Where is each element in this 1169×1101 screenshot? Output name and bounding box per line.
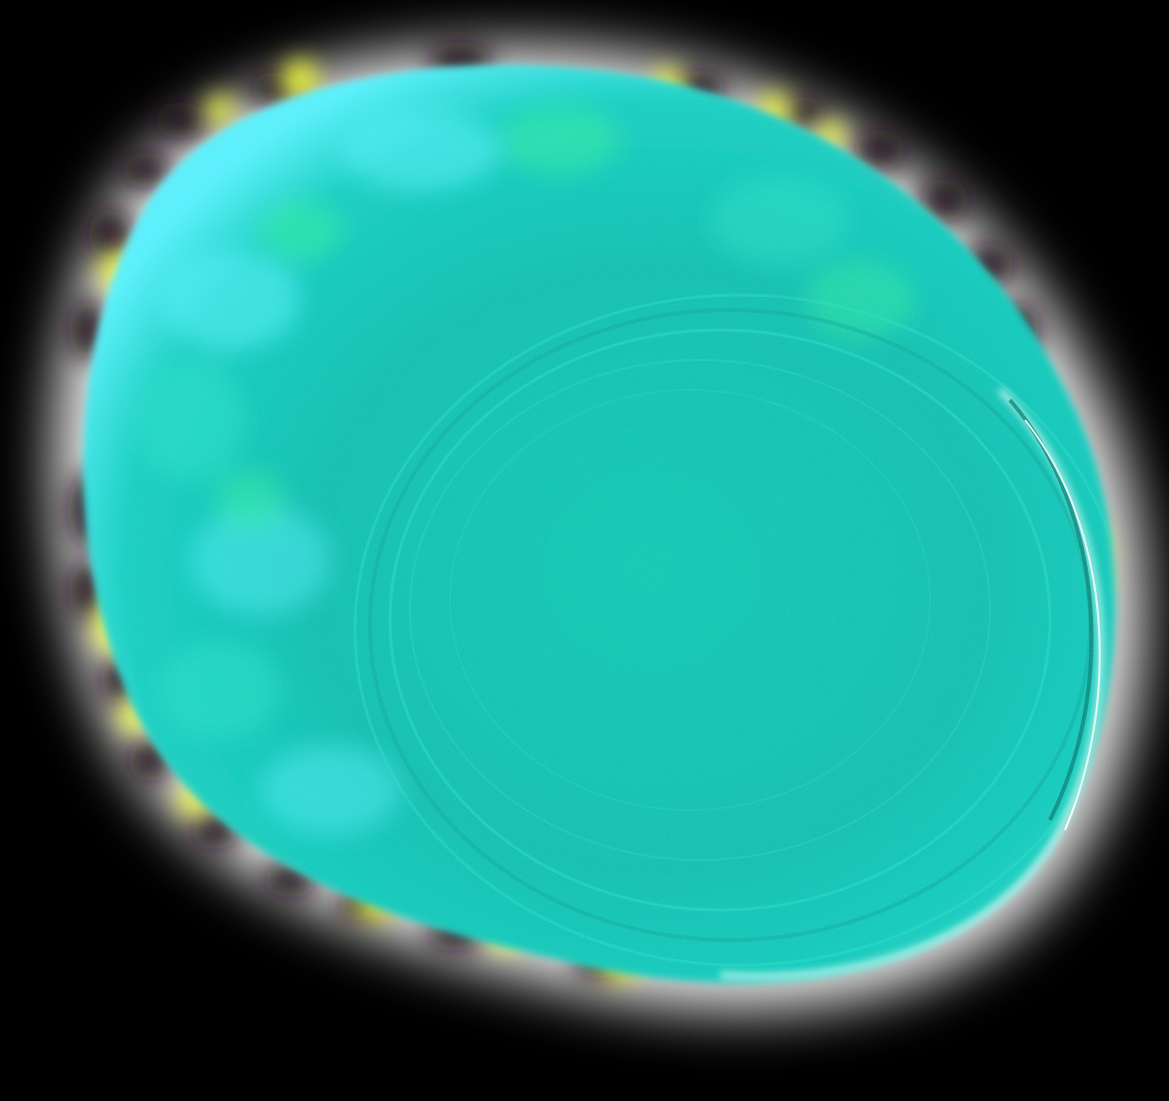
image-canvas <box>53 42 1145 1011</box>
glowing-blob-artwork <box>53 42 1145 1011</box>
